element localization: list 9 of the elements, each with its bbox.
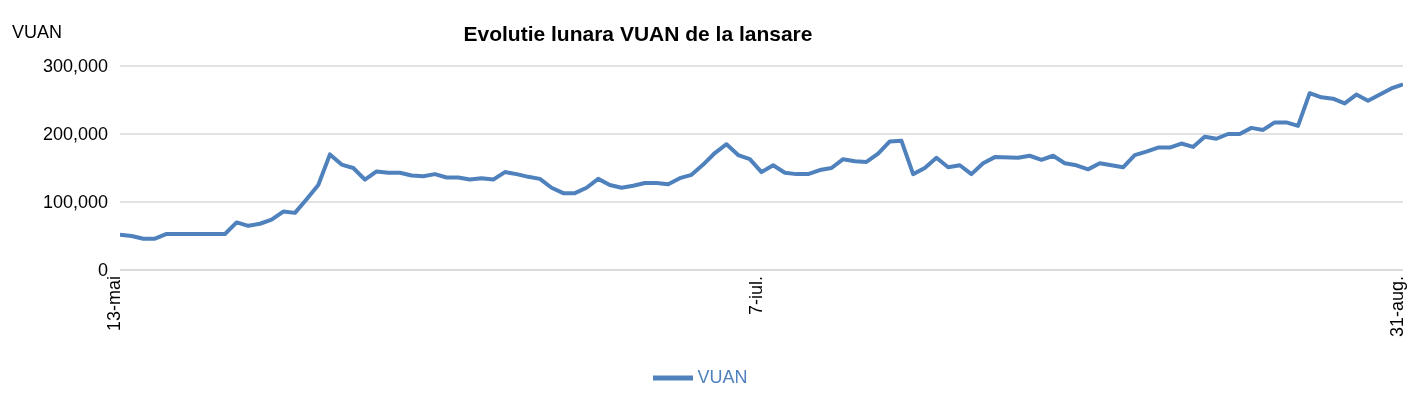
y-axis-title: VUAN — [12, 22, 63, 43]
x-tick-label: 7-iul. — [745, 276, 766, 316]
chart-title: Evolutie lunara VUAN de la lansare — [463, 22, 813, 45]
line-series — [120, 82, 1403, 241]
x-tick-label: 31-aug. — [1387, 276, 1407, 338]
y-tick-label: 300,000 — [42, 56, 108, 76]
y-tick-label: 100,000 — [42, 192, 108, 212]
legend-label: VUAN — [697, 366, 748, 387]
y-tick-label: 200,000 — [42, 124, 108, 144]
